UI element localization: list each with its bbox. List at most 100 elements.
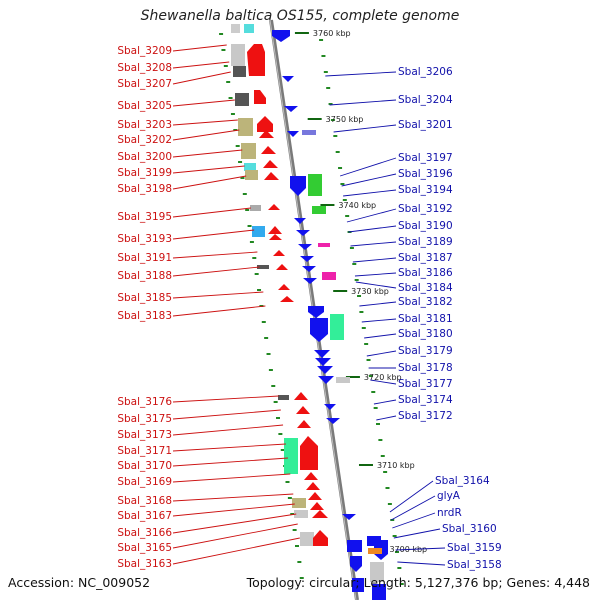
leader-line [376,415,397,421]
gene-arrow [298,244,312,250]
gene-arrow [310,502,324,510]
gene-block [250,205,261,211]
leader-line [355,281,397,289]
gene-block [308,174,322,196]
left-gene-labels: Sbal_3209 Sbal_3208 Sbal_3207 Sbal_3205 Sbal… [117,44,300,570]
gene-label-left: Sbal_3188 [117,270,172,282]
gene-arrow [269,234,282,240]
gene-label-right: Sbal_3197 [398,152,453,164]
gene-arrow [284,106,298,112]
gene-arrow [287,131,299,137]
leader-line [397,561,446,566]
leader-line [341,173,397,187]
leader-line [361,318,397,323]
gene-label-left: Sbal_3173 [117,429,172,441]
gene-label-left: Sbal_3185 [117,292,172,304]
gene-label-right: Sbal_3181 [398,313,453,325]
gene-label-left: Sbal_3183 [117,310,172,322]
gene-arrow [304,472,318,480]
gene-label-left: Sbal_3207 [117,78,172,90]
gene-label-right: nrdR [437,507,462,519]
leader-line [346,208,397,223]
leader-line [393,528,441,539]
leader-line [172,129,240,141]
genome-title: Shewanella baltica OS155, complete genom… [140,8,460,24]
gene-arrow [315,358,331,366]
gene-arrow [306,482,320,490]
gene-arrow [272,30,290,42]
leader-line [172,44,227,52]
leader-line [390,495,436,521]
gene-block [244,163,256,171]
gene-label-right: Sbal_3182 [398,296,453,308]
leader-line [172,473,291,483]
gene-label-left: Sbal_3163 [117,558,172,570]
gene-block [252,226,265,237]
gene-arrow [280,296,294,302]
gene-label-left: Sbal_3170 [117,460,172,472]
gene-label-left: Sbal_3203 [117,119,172,131]
gene-arrow [254,90,266,104]
leader-line [352,257,397,263]
leader-line [172,99,235,107]
leader-line [172,71,231,85]
gene-label-left: Sbal_3199 [117,167,172,179]
gene-arrow [247,44,265,76]
gene-arrow [259,130,274,138]
gene-label-left: Sbal_3209 [117,45,172,57]
gene-label-right: Sbal_3201 [398,119,453,131]
leader-line [370,379,397,385]
gene-arrow [296,230,310,236]
leader-line [172,537,300,565]
gene-arrow [294,218,306,224]
kbp-label: 3730 kbp [351,287,389,296]
gene-block [244,24,254,33]
gene-arrow [300,436,318,470]
gene-label-left: Sbal_3166 [117,527,172,539]
gene-label-left: Sbal_3193 [117,233,172,245]
gene-arrow [308,306,324,318]
gene-block [284,438,298,474]
gene-block [233,66,246,77]
leader-line [172,493,294,502]
kbp-label: 3740 kbp [338,201,376,210]
gene-arrow [278,284,290,290]
gene-label-right: Sbal_3159 [447,542,502,554]
leader-line [366,350,397,357]
gene-arrow [326,418,340,424]
leader-line [350,241,397,247]
gene-block [368,548,382,554]
gene-arrow [257,116,273,132]
gene-arrow [261,146,276,154]
gene-arrow [313,530,328,546]
gene-block [241,143,256,159]
kbp-label: 3720 kbp [364,373,402,382]
gene-arrow [342,514,356,520]
gene-label-left: Sbal_3175 [117,413,172,425]
gene-label-right: Sbal_3186 [398,267,453,279]
gene-block [302,130,316,135]
tick-marks [219,33,404,585]
gene-arrow [324,404,336,410]
gene-label-right: glyA [437,490,461,502]
leader-line [172,251,258,259]
gene-block [300,532,314,546]
gene-arrow [300,256,314,262]
gene-arrow [268,204,280,210]
gene-label-right: Sbal_3177 [398,378,453,390]
gene-block [336,377,350,383]
gene-label-right: Sbal_3172 [398,410,453,422]
gene-arrow [317,366,333,374]
leader-line [339,157,397,177]
gene-label-left: Sbal_3165 [117,542,172,554]
leader-line [172,175,247,190]
leader-line [354,272,397,277]
leader-line [329,99,397,106]
gene-block [231,44,245,66]
gene-label-right: Sbal_3206 [398,66,453,78]
leader-line [359,301,397,307]
leader-line [172,523,298,549]
gene-label-right: Sbal_3179 [398,345,453,357]
gene-label-left: Sbal_3205 [117,100,172,112]
leader-line [373,399,397,405]
